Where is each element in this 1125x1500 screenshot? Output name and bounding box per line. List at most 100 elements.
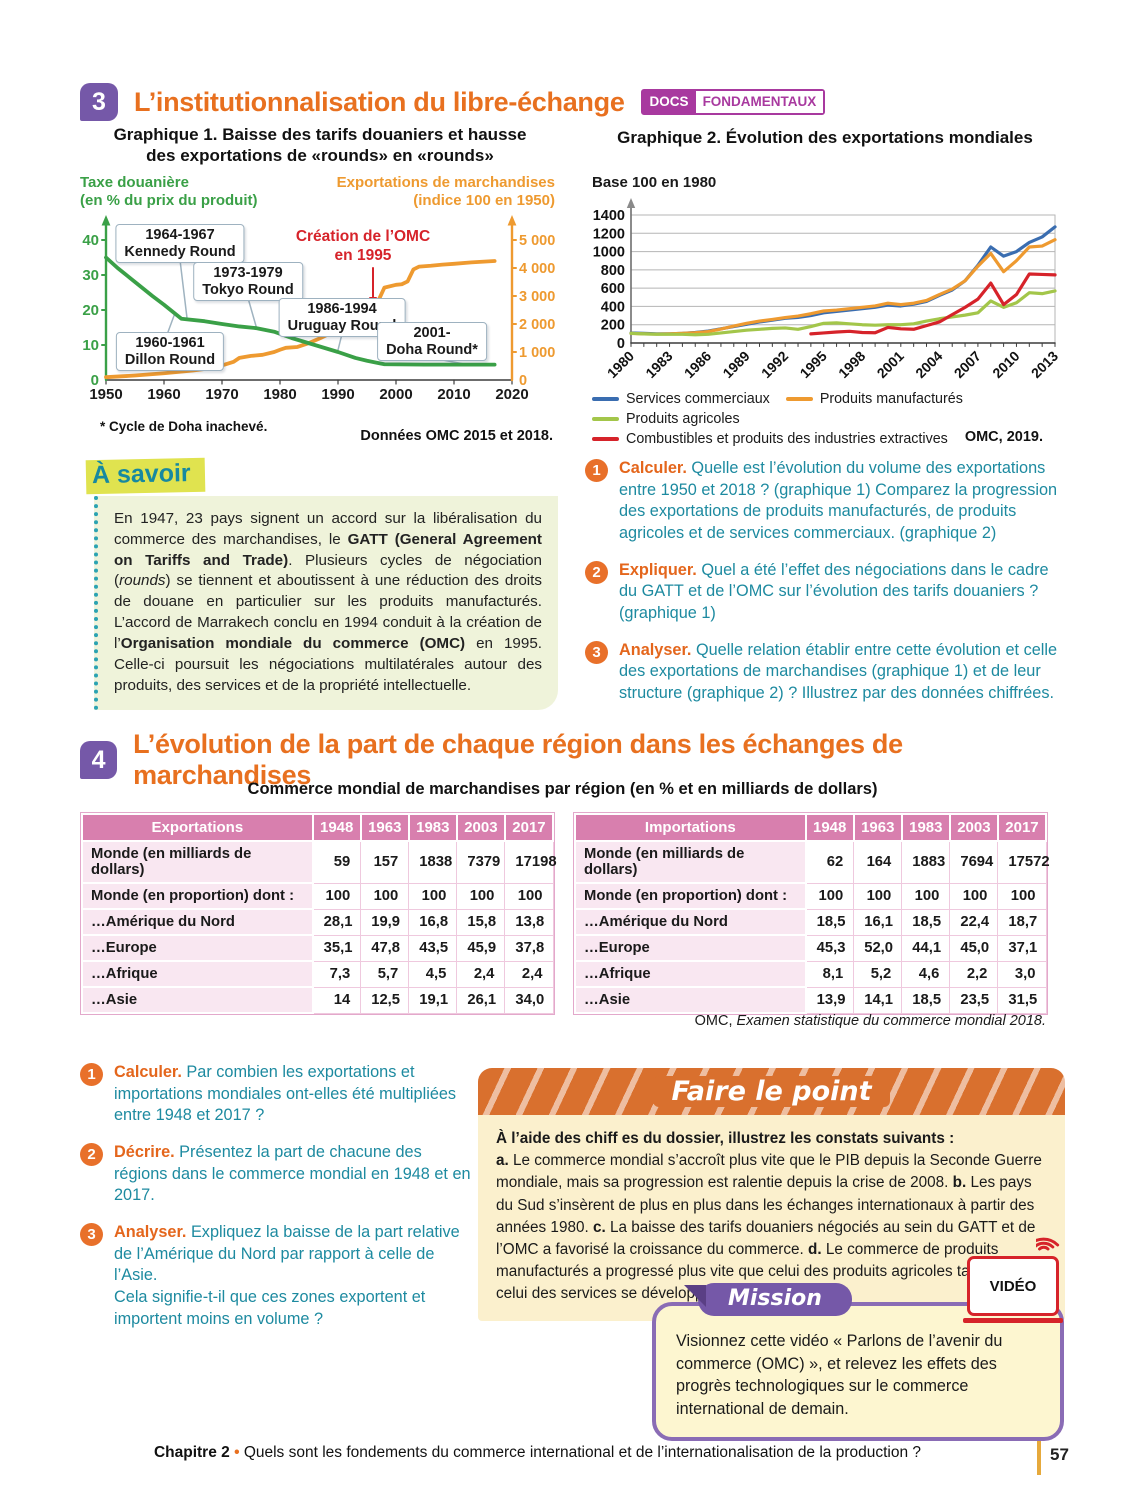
faire-le-point-body: À l’aide des chiff es du dossier, illust… — [478, 1115, 1065, 1322]
value-cell: 2,2 — [949, 960, 999, 988]
mission-box: Mission Visionnez cette vidéo « Parlons … — [652, 1283, 1064, 1441]
question-text: Analyser. Expliquez la baisse de la part… — [114, 1223, 460, 1328]
value-cell: 2,4 — [504, 960, 554, 988]
value-cell: 47,8 — [360, 934, 410, 962]
value-cell: 15,8 — [456, 908, 506, 936]
chart2-svg: 0 200 400 600 800 1000 1200 1400 1980 1983 1986 198… — [593, 198, 1061, 381]
flp-item-label: a. — [496, 1152, 514, 1170]
svg-text:2020: 2020 — [495, 386, 528, 403]
svg-text:2013: 2013 — [1028, 348, 1061, 381]
svg-text:1980: 1980 — [604, 348, 637, 381]
question-verb: Calculer. — [114, 1063, 187, 1081]
value-cell: 13,9 — [805, 986, 855, 1014]
video-badge[interactable]: VIDÉO — [963, 1237, 1063, 1323]
value-cell: 19,1 — [408, 986, 458, 1014]
value-cell: 100 — [997, 882, 1047, 910]
value-cell: 100 — [408, 882, 458, 910]
value-cell: 18,5 — [805, 908, 855, 936]
value-cell: 26,1 — [456, 986, 506, 1014]
table-title-cell: Importations — [574, 813, 807, 842]
mission-text: Visionnez cette vidéo « Parlons de l’ave… — [652, 1302, 1064, 1441]
legend-swatch — [592, 397, 619, 401]
legend-label: Combustibles et produits des industries … — [626, 431, 948, 447]
value-cell: 7,3 — [312, 960, 362, 988]
flp-item-label: b. — [952, 1174, 971, 1192]
flp-item-label: c. — [592, 1218, 610, 1236]
year-header-cell: 1983 — [900, 813, 951, 842]
svg-text:1992: 1992 — [758, 348, 791, 381]
value-cell: 59 — [312, 840, 362, 884]
value-cell: 8,1 — [805, 960, 855, 988]
value-cell: 4,5 — [408, 960, 458, 988]
row-label-cell: …Asie — [81, 986, 314, 1014]
table-row: …Amérique du Nord 28,1 19,9 16,8 15,8 13,8 — [81, 908, 554, 936]
svg-text:1998: 1998 — [835, 348, 868, 381]
value-cell: 37,1 — [997, 934, 1047, 962]
svg-text:1960: 1960 — [147, 386, 180, 403]
value-cell: 164 — [853, 840, 903, 884]
value-cell: 44,1 — [901, 934, 951, 962]
row-label-cell: …Europe — [574, 934, 807, 962]
value-cell: 52,0 — [853, 934, 903, 962]
value-cell: 7694 — [949, 840, 999, 884]
section3-number-badge: 3 — [80, 83, 118, 121]
svg-text:1 000: 1 000 — [519, 345, 555, 361]
year-header-cell: 1963 — [852, 813, 903, 842]
section3-header: 3 L’institutionnalisation du libre-échan… — [80, 83, 1065, 121]
svg-text:40: 40 — [82, 232, 99, 249]
fondamentaux-label: FONDAMENTAUX — [695, 91, 824, 113]
value-cell: 45,0 — [949, 934, 999, 962]
docs-label: DOCS — [642, 91, 696, 113]
svg-text:2010: 2010 — [437, 386, 470, 403]
question-number: 2 — [80, 1143, 103, 1167]
mission-title: Mission — [684, 1283, 852, 1316]
exportations-table: Exportations 1948 1963 1983 2003 2017 Monde (e… — [80, 812, 557, 1015]
value-cell: 18,5 — [901, 908, 951, 936]
value-cell: 22,4 — [949, 908, 999, 936]
value-cell: 100 — [360, 882, 410, 910]
row-label-cell: Monde (en proportion) dont : — [81, 882, 314, 910]
wifi-icon — [1036, 1237, 1060, 1251]
chart1-round-callout: 1986-1994 Uruguay Round — [278, 298, 406, 338]
video-label: VIDÉO — [989, 1277, 1037, 1295]
value-cell: 18,5 — [901, 986, 951, 1014]
value-cell: 157 — [360, 840, 410, 884]
value-cell: 100 — [504, 882, 554, 910]
svg-text:1983: 1983 — [642, 348, 675, 381]
year-header-cell: 2017 — [996, 813, 1048, 842]
legend-swatch — [785, 397, 813, 401]
svg-text:2 000: 2 000 — [519, 317, 555, 333]
chart1-round-callout: 2001- Doha Round* — [377, 322, 487, 362]
value-cell: 23,5 — [949, 986, 999, 1014]
row-label-cell: Monde (en milliards de dollars) — [81, 840, 314, 884]
value-cell: 14,1 — [853, 986, 903, 1014]
value-cell: 100 — [949, 882, 999, 910]
table-header-row: Importations 1948 1963 1983 2003 2017 — [574, 813, 1048, 842]
legend-item: Produits manufacturés — [785, 391, 963, 407]
svg-text:2001: 2001 — [874, 348, 907, 381]
value-cell: 5,7 — [360, 960, 410, 988]
table-row: Monde (en proportion) dont :100 100 100 100… — [574, 882, 1047, 910]
year-header-cell: 1948 — [311, 813, 362, 842]
question-verb: Analyser. — [114, 1223, 191, 1242]
svg-text:0: 0 — [91, 372, 99, 389]
table-row: …Amérique du Nord 18,5 16,1 18,5 22,4 18,7 — [574, 908, 1047, 936]
svg-text:1980: 1980 — [263, 386, 296, 403]
svg-text:2000: 2000 — [379, 386, 412, 403]
value-cell: 45,9 — [456, 934, 506, 962]
year-header-cell: 2003 — [455, 813, 506, 842]
year-header-cell: 1948 — [804, 813, 855, 842]
value-cell: 12,5 — [360, 986, 410, 1014]
question-verb: Analyser. — [619, 640, 696, 659]
value-cell: 13,8 — [504, 908, 554, 936]
value-cell: 35,1 — [312, 934, 362, 962]
question-number: 1 — [585, 459, 608, 482]
faire-le-point-box: Faire le point À l’aide des chiff es du … — [478, 1068, 1065, 1322]
footer-separator: • — [234, 1444, 240, 1461]
svg-text:10: 10 — [82, 337, 99, 354]
section3-title: L’institutionnalisation du libre-échange — [134, 86, 625, 117]
row-label-cell: …Europe — [81, 934, 314, 962]
chart1-source: Données OMC 2015 et 2018. — [360, 428, 553, 444]
svg-text:0: 0 — [519, 373, 527, 389]
footer: Chapitre 2 • Quels sont les fondements d… — [60, 1444, 1015, 1462]
